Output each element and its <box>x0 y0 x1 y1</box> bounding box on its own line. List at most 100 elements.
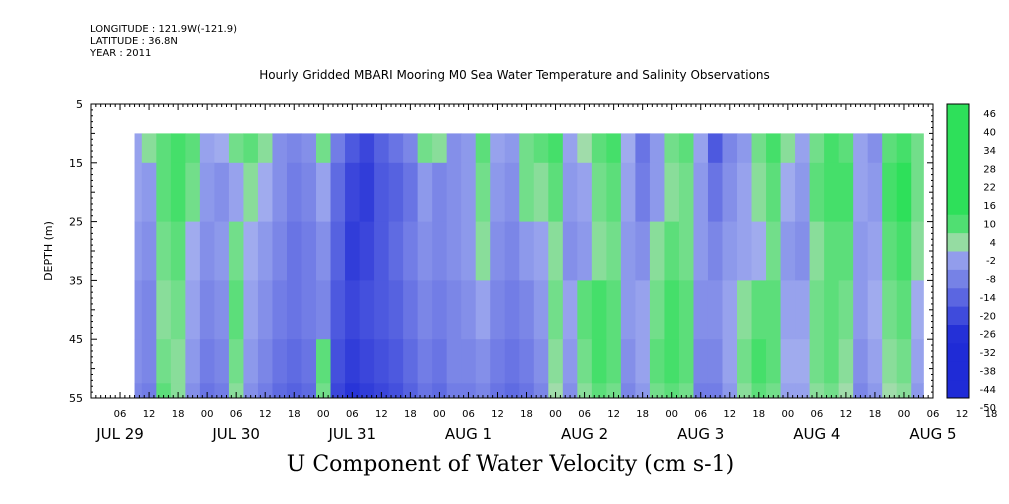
heatmap-cell <box>867 133 883 164</box>
heatmap-cell <box>882 339 898 384</box>
heatmap-cell <box>257 339 273 384</box>
heatmap-cell <box>519 339 535 384</box>
x-hour-label: 12 <box>840 409 853 420</box>
heatmap-cell <box>693 221 709 281</box>
heatmap-cell <box>185 280 201 340</box>
heatmap-cell <box>896 221 912 281</box>
x-hour-label: 18 <box>869 409 882 420</box>
heatmap-cell <box>417 133 433 164</box>
heatmap-cell <box>635 133 651 164</box>
heatmap-cell <box>562 339 578 384</box>
heatmap-cell <box>911 162 924 223</box>
heatmap-cell <box>577 280 593 340</box>
colorbar-swatch <box>947 306 969 325</box>
x-day-label: AUG 2 <box>561 425 608 443</box>
heatmap-cell <box>388 383 404 399</box>
heatmap-cell <box>896 133 912 164</box>
heatmap-cell <box>490 383 506 399</box>
heatmap-cell <box>185 221 201 281</box>
heatmap-cell <box>649 383 665 399</box>
heatmap-cell <box>345 383 361 399</box>
heatmap-cell <box>272 339 288 384</box>
colorbar-label: 16 <box>983 201 996 212</box>
heatmap-cell <box>359 221 375 281</box>
heatmap-cell <box>403 383 419 399</box>
heatmap-cell <box>678 280 694 340</box>
heatmap-cell <box>751 280 767 340</box>
heatmap-cell <box>403 162 419 223</box>
heatmap-cell <box>134 339 143 384</box>
heatmap-cell <box>853 221 869 281</box>
heatmap-cell <box>809 221 825 281</box>
heatmap-cell <box>199 280 215 340</box>
colorbar-frame <box>946 103 970 399</box>
heatmap-cell <box>388 221 404 281</box>
heatmap-cell <box>737 339 753 384</box>
heatmap-cell <box>707 280 723 340</box>
heatmap-cell <box>461 280 477 340</box>
heatmap-cell <box>635 221 651 281</box>
heatmap-cell <box>432 162 448 223</box>
colorbar-swatch <box>947 379 969 399</box>
x-hour-label: 00 <box>317 409 330 420</box>
x-day-label: AUG 1 <box>445 425 492 443</box>
heatmap-cell <box>766 339 782 384</box>
x-hour-label: 12 <box>259 409 272 420</box>
heatmap-cell <box>286 133 302 164</box>
heatmap-cell <box>838 221 854 281</box>
heatmap-cell <box>649 339 665 384</box>
heatmap-cell <box>678 383 694 399</box>
heatmap-cell <box>766 133 782 164</box>
heatmap-cell <box>199 133 215 164</box>
heatmap-cell <box>286 383 302 399</box>
heatmap-cell <box>707 339 723 384</box>
heatmap-cell <box>867 339 883 384</box>
heatmap-cell <box>606 280 622 340</box>
heatmap-cell <box>838 162 854 223</box>
x-hour-label: 00 <box>898 409 911 420</box>
colorbar-swatch <box>947 159 969 178</box>
heatmap-cell <box>243 280 259 340</box>
heatmap-cell <box>374 221 390 281</box>
heatmap-cell <box>606 383 622 399</box>
heatmap-cell <box>678 339 694 384</box>
colorbar-label: -50 <box>980 403 996 414</box>
heatmap-cell <box>316 383 332 399</box>
heatmap-cell <box>911 133 924 164</box>
x-hour-label: 18 <box>404 409 417 420</box>
heatmap-cell <box>504 221 520 281</box>
heatmap-cell <box>824 383 840 399</box>
heatmap-cell <box>417 221 433 281</box>
heatmap-cell <box>853 339 869 384</box>
heatmap-cell <box>156 383 172 399</box>
heatmap-cell <box>446 383 462 399</box>
heatmap-cell <box>664 162 680 223</box>
heatmap-cell <box>417 280 433 340</box>
heatmap-cell <box>417 162 433 223</box>
heatmap-cell <box>562 280 578 340</box>
heatmap-cell <box>533 162 549 223</box>
colorbar-swatch <box>947 177 969 197</box>
heatmap-cell <box>824 162 840 223</box>
heatmap-cell <box>722 133 738 164</box>
x-hour-label: 06 <box>230 409 243 420</box>
year-label: YEAR : 2011 <box>90 48 152 59</box>
x-hour-label: 00 <box>781 409 794 420</box>
heatmap-cell <box>780 162 796 223</box>
heatmap-cell <box>678 221 694 281</box>
heatmap-cell <box>214 133 230 164</box>
heatmap-cell <box>693 280 709 340</box>
heatmap-cell <box>243 339 259 384</box>
y-tick-label: 5 <box>76 98 83 111</box>
heatmap-cell <box>533 221 549 281</box>
heatmap-cell <box>475 339 491 384</box>
colorbar-swatch <box>947 361 969 381</box>
heatmap-cell <box>911 221 924 281</box>
heatmap-cell <box>606 133 622 164</box>
x-hour-label: 18 <box>636 409 649 420</box>
heatmap-cell <box>286 162 302 223</box>
heatmap-cell <box>896 280 912 340</box>
x-hour-label: 06 <box>810 409 823 420</box>
heatmap-cell <box>461 383 477 399</box>
heatmap-cell <box>257 133 273 164</box>
